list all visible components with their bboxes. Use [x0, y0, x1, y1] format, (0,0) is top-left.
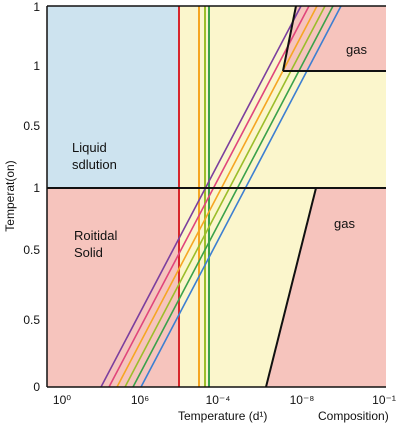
- diagonal-line-1: [100, 5, 302, 388]
- x-tick-label: 10⁻¹: [372, 393, 396, 407]
- y-tick-label: 0: [33, 380, 40, 394]
- label-solid-line2: Solid: [74, 245, 103, 260]
- y-tick-labels: 1 1 0.5 1 0.5 0.5 0: [23, 0, 40, 394]
- y-tick-label: 0.5: [23, 313, 40, 327]
- gas-bottom-boundary-slope: [265, 187, 317, 388]
- x-axis-label: Temperature (d¹): [178, 409, 267, 423]
- x-tick-labels: 10⁰ 10⁶ 10⁻⁴ 10⁻⁸ 10⁻¹: [53, 393, 396, 407]
- y-tick-label: 0.5: [23, 243, 40, 257]
- y-tick-label: 0.5: [23, 119, 40, 133]
- gas-region-bottom: [266, 188, 386, 387]
- y-tick-label: 1: [33, 181, 40, 195]
- y-axis-label: Temperat(on): [3, 160, 17, 231]
- label-gas-top: gas: [346, 42, 367, 57]
- gas-region-top: [283, 6, 386, 71]
- x-tick-label: 10⁻⁴: [206, 393, 231, 407]
- x-axis-label-right: Composition): [318, 409, 389, 423]
- x-tick-label: 10⁻⁸: [290, 393, 315, 407]
- diagonal-line-5: [132, 5, 334, 388]
- y-tick-label: 1: [33, 0, 40, 14]
- solid-region: [47, 188, 179, 387]
- diagonal-line-4: [124, 5, 326, 388]
- x-tick-label: 10⁰: [53, 393, 71, 407]
- liquid-region: [47, 6, 179, 188]
- label-gas-bottom: gas: [334, 216, 355, 231]
- label-solid: Roitidal Solid: [74, 228, 121, 260]
- diagonal-line-2: [108, 5, 310, 388]
- x-tick-label: 10⁶: [131, 393, 149, 407]
- label-solid-line1: Roitidal: [74, 228, 117, 243]
- label-liquid-line1: Liquid: [72, 140, 107, 155]
- diagonal-line-6: [140, 5, 342, 388]
- label-liquid-line2: sdlution: [72, 157, 117, 172]
- y-tick-label: 1: [33, 59, 40, 73]
- label-liquid-solution: Liquid sdlution: [72, 140, 117, 172]
- gas-top-boundary-slope: [282, 5, 297, 72]
- diagonal-lines: [100, 5, 342, 388]
